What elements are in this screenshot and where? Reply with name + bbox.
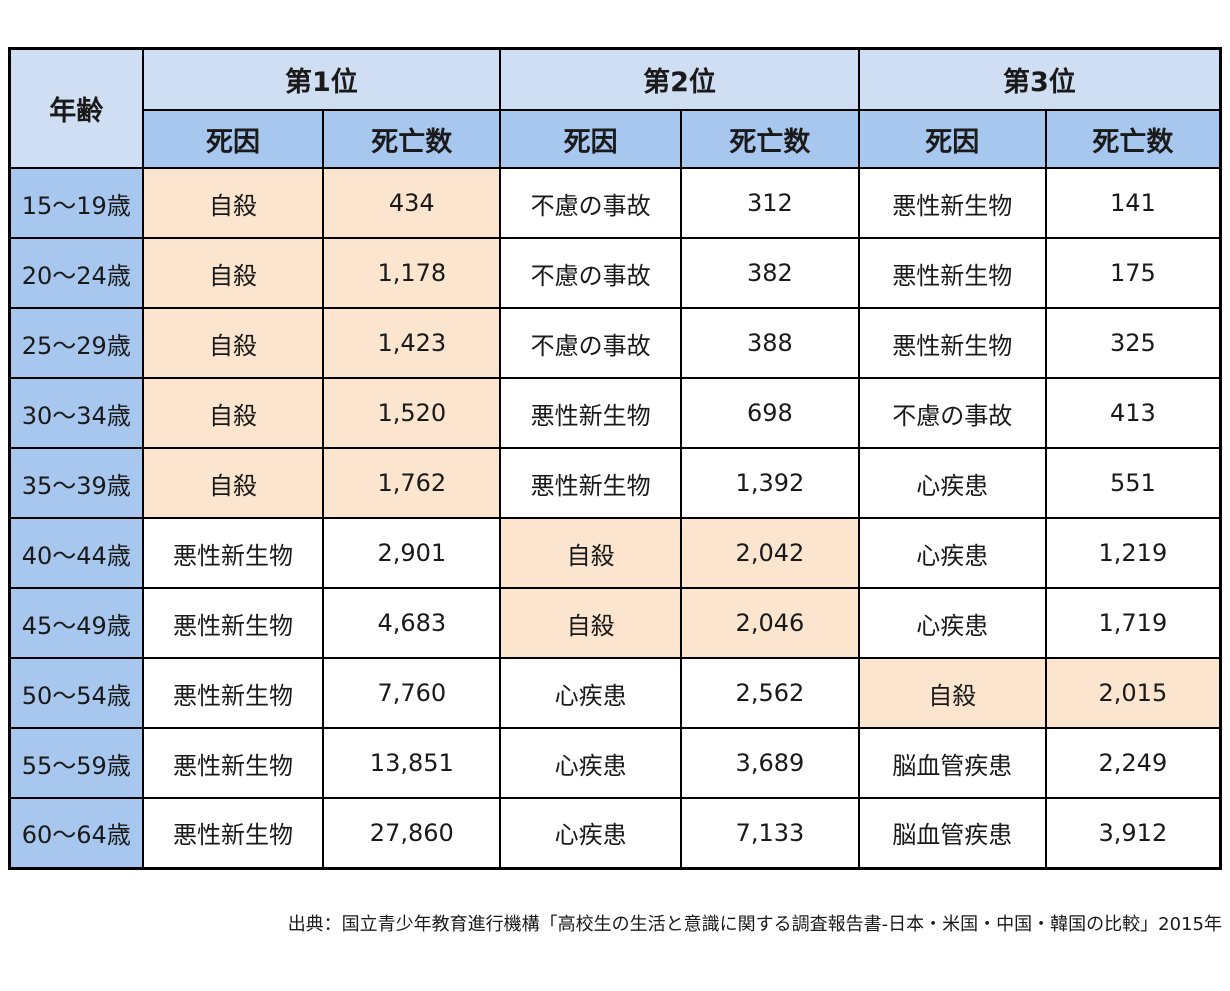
cause-cell: 心疾患 — [499, 657, 683, 729]
cause-cell: 悪性新生物 — [141, 517, 325, 589]
table-row: 55〜59歳 悪性新生物 13,851 心疾患 3,689 脳血管疾患 2,249 — [8, 727, 1222, 799]
cause-cell: 自殺 — [141, 167, 325, 239]
cause-cell: 自殺 — [141, 447, 325, 519]
cause-cell: 不慮の事故 — [499, 307, 683, 379]
cause-cell: 脳血管疾患 — [857, 727, 1047, 799]
rank3-cause-header: 死因 — [857, 109, 1047, 169]
deaths-cell: 698 — [680, 377, 860, 449]
deaths-cell: 1,719 — [1044, 587, 1222, 659]
rank3-deaths-header: 死亡数 — [1044, 109, 1222, 169]
cause-cell: 自殺 — [499, 587, 683, 659]
deaths-cell: 7,133 — [680, 797, 860, 869]
cause-cell: 悪性新生物 — [141, 657, 325, 729]
deaths-cell: 13,851 — [322, 727, 502, 799]
table-row: 40〜44歳 悪性新生物 2,901 自殺 2,042 心疾患 1,219 — [8, 517, 1222, 589]
cause-cell: 悪性新生物 — [141, 587, 325, 659]
cause-cell: 悪性新生物 — [141, 797, 325, 869]
cause-cell: 悪性新生物 — [857, 237, 1047, 309]
age-cell: 40〜44歳 — [8, 517, 144, 589]
age-column-header: 年齢 — [8, 47, 144, 169]
deaths-cell: 27,860 — [322, 797, 502, 869]
table-row: 50〜54歳 悪性新生物 7,760 心疾患 2,562 自殺 2,015 — [8, 657, 1222, 729]
rank-header-row: 年齢 第1位 第2位 第3位 — [8, 47, 1222, 169]
rank1-header: 第1位 — [141, 47, 502, 111]
age-cell: 45〜49歳 — [8, 587, 144, 659]
age-cell: 35〜39歳 — [8, 447, 144, 519]
cause-cell: 心疾患 — [857, 587, 1047, 659]
table-row: 60〜64歳 悪性新生物 27,860 心疾患 7,133 脳血管疾患 3,912 — [8, 797, 1222, 869]
deaths-cell: 1,520 — [322, 377, 502, 449]
deaths-cell: 1,178 — [322, 237, 502, 309]
deaths-cell: 3,689 — [680, 727, 860, 799]
deaths-cell: 388 — [680, 307, 860, 379]
table-row: 15〜19歳 自殺 434 不慮の事故 312 悪性新生物 141 — [8, 167, 1222, 239]
deaths-cell: 4,683 — [322, 587, 502, 659]
rank2-header: 第2位 — [499, 47, 860, 111]
deaths-cell: 2,042 — [680, 517, 860, 589]
cause-cell: 心疾患 — [499, 797, 683, 869]
age-cell: 15〜19歳 — [8, 167, 144, 239]
deaths-cell: 175 — [1044, 237, 1222, 309]
cause-cell: 自殺 — [141, 377, 325, 449]
deaths-cell: 3,912 — [1044, 797, 1222, 869]
rank1-cause-header: 死因 — [141, 109, 325, 169]
cause-cell: 悪性新生物 — [499, 447, 683, 519]
cause-cell: 心疾患 — [499, 727, 683, 799]
cause-cell: 不慮の事故 — [499, 237, 683, 309]
deaths-cell: 551 — [1044, 447, 1222, 519]
cause-cell: 心疾患 — [857, 517, 1047, 589]
cause-cell: 悪性新生物 — [857, 167, 1047, 239]
table-header: 年齢 第1位 第2位 第3位 死因 死亡数 死因 死亡数 死因 死亡数 — [8, 47, 1222, 169]
death-cause-table-wrapper: 年齢 第1位 第2位 第3位 死因 死亡数 死因 死亡数 死因 死亡数 15〜1… — [8, 47, 1222, 870]
cause-cell: 悪性新生物 — [499, 377, 683, 449]
deaths-cell: 1,392 — [680, 447, 860, 519]
table-body: 15〜19歳 自殺 434 不慮の事故 312 悪性新生物 141 20〜24歳 自殺 1,178… — [8, 167, 1222, 869]
rank3-header: 第3位 — [857, 47, 1222, 111]
deaths-cell: 1,219 — [1044, 517, 1222, 589]
deaths-cell: 382 — [680, 237, 860, 309]
age-cell: 50〜54歳 — [8, 657, 144, 729]
deaths-cell: 1,762 — [322, 447, 502, 519]
age-cell: 30〜34歳 — [8, 377, 144, 449]
cause-cell: 不慮の事故 — [499, 167, 683, 239]
table-row: 30〜34歳 自殺 1,520 悪性新生物 698 不慮の事故 413 — [8, 377, 1222, 449]
deaths-cell: 2,901 — [322, 517, 502, 589]
cause-cell: 自殺 — [499, 517, 683, 589]
rank2-cause-header: 死因 — [499, 109, 683, 169]
source-citation: 出典：国立青少年教育進行機構「高校生の生活と意識に関する調査報告書-日本・米国・… — [287, 914, 1222, 935]
deaths-cell: 434 — [322, 167, 502, 239]
deaths-cell: 325 — [1044, 307, 1222, 379]
cause-cell: 自殺 — [141, 307, 325, 379]
deaths-cell: 141 — [1044, 167, 1222, 239]
deaths-cell: 2,562 — [680, 657, 860, 729]
deaths-cell: 2,249 — [1044, 727, 1222, 799]
cause-cell: 心疾患 — [857, 447, 1047, 519]
cause-cell: 自殺 — [141, 237, 325, 309]
table-row: 25〜29歳 自殺 1,423 不慮の事故 388 悪性新生物 325 — [8, 307, 1222, 379]
age-cell: 25〜29歳 — [8, 307, 144, 379]
table-row: 20〜24歳 自殺 1,178 不慮の事故 382 悪性新生物 175 — [8, 237, 1222, 309]
age-cell: 55〜59歳 — [8, 727, 144, 799]
rank1-deaths-header: 死亡数 — [322, 109, 502, 169]
age-cell: 20〜24歳 — [8, 237, 144, 309]
deaths-cell: 1,423 — [322, 307, 502, 379]
age-cell: 60〜64歳 — [8, 797, 144, 869]
deaths-cell: 2,015 — [1044, 657, 1222, 729]
table-row: 45〜49歳 悪性新生物 4,683 自殺 2,046 心疾患 1,719 — [8, 587, 1222, 659]
deaths-cell: 413 — [1044, 377, 1222, 449]
cause-cell: 自殺 — [857, 657, 1047, 729]
deaths-cell: 7,760 — [322, 657, 502, 729]
sub-header-row: 死因 死亡数 死因 死亡数 死因 死亡数 — [10, 109, 1222, 169]
deaths-cell: 2,046 — [680, 587, 860, 659]
cause-cell: 不慮の事故 — [857, 377, 1047, 449]
table-row: 35〜39歳 自殺 1,762 悪性新生物 1,392 心疾患 551 — [8, 447, 1222, 519]
cause-cell: 悪性新生物 — [141, 727, 325, 799]
cause-cell: 悪性新生物 — [857, 307, 1047, 379]
cause-cell: 脳血管疾患 — [857, 797, 1047, 869]
death-cause-table: 年齢 第1位 第2位 第3位 死因 死亡数 死因 死亡数 死因 死亡数 15〜1… — [8, 47, 1222, 870]
deaths-cell: 312 — [680, 167, 860, 239]
rank2-deaths-header: 死亡数 — [680, 109, 860, 169]
